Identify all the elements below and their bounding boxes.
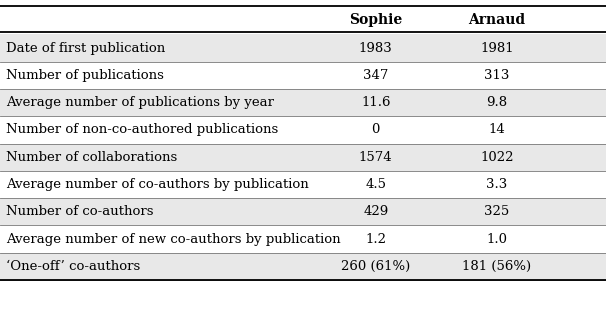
- Text: Sophie: Sophie: [349, 13, 402, 27]
- Text: Average number of new co-authors by publication: Average number of new co-authors by publ…: [6, 232, 341, 246]
- FancyBboxPatch shape: [0, 34, 606, 62]
- Text: 1.2: 1.2: [365, 232, 386, 246]
- FancyBboxPatch shape: [0, 116, 606, 144]
- Text: Number of non-co-authored publications: Number of non-co-authored publications: [6, 123, 278, 136]
- Text: 1022: 1022: [480, 151, 514, 164]
- Text: Number of co-authors: Number of co-authors: [6, 205, 153, 218]
- Text: Number of collaborations: Number of collaborations: [6, 151, 178, 164]
- Text: 260 (61%): 260 (61%): [341, 260, 410, 273]
- Text: 1983: 1983: [359, 42, 393, 55]
- Text: 14: 14: [488, 123, 505, 136]
- Text: 429: 429: [363, 205, 388, 218]
- Text: 313: 313: [484, 69, 510, 82]
- Text: 3.3: 3.3: [486, 178, 508, 191]
- FancyBboxPatch shape: [0, 144, 606, 171]
- Text: 0: 0: [371, 123, 380, 136]
- FancyBboxPatch shape: [0, 225, 606, 253]
- Text: 1981: 1981: [480, 42, 514, 55]
- Text: 11.6: 11.6: [361, 96, 390, 109]
- Text: 4.5: 4.5: [365, 178, 386, 191]
- Text: 9.8: 9.8: [487, 96, 507, 109]
- FancyBboxPatch shape: [0, 171, 606, 198]
- Text: 1574: 1574: [359, 151, 393, 164]
- Text: ‘One-off’ co-authors: ‘One-off’ co-authors: [6, 260, 141, 273]
- Text: Average number of publications by year: Average number of publications by year: [6, 96, 274, 109]
- Text: Arnaud: Arnaud: [468, 13, 525, 27]
- Text: 1.0: 1.0: [487, 232, 507, 246]
- Text: 347: 347: [363, 69, 388, 82]
- Text: 181 (56%): 181 (56%): [462, 260, 531, 273]
- Text: Number of publications: Number of publications: [6, 69, 164, 82]
- FancyBboxPatch shape: [0, 253, 606, 280]
- Text: Date of first publication: Date of first publication: [6, 42, 165, 55]
- Text: 325: 325: [484, 205, 510, 218]
- FancyBboxPatch shape: [0, 62, 606, 89]
- FancyBboxPatch shape: [0, 198, 606, 225]
- FancyBboxPatch shape: [0, 89, 606, 116]
- Text: Average number of co-authors by publication: Average number of co-authors by publicat…: [6, 178, 309, 191]
